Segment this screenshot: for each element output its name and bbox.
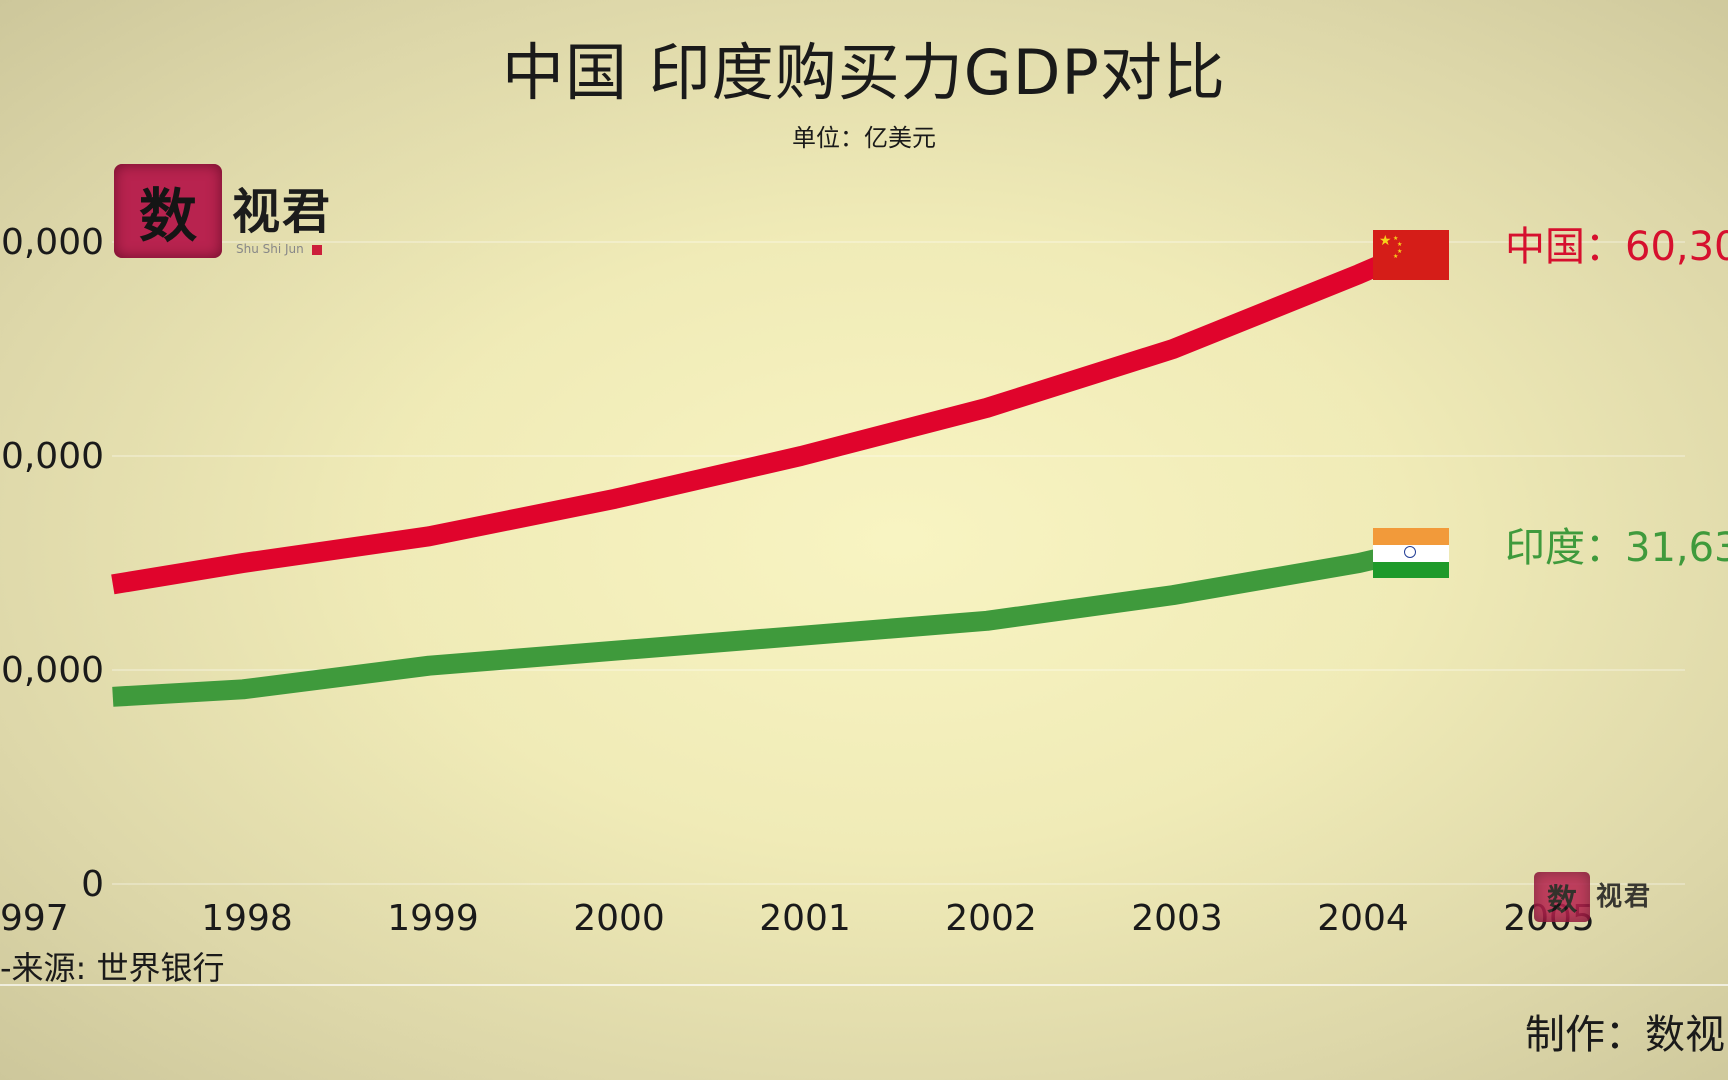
chart-subtitle: 单位：亿美元 [792, 124, 936, 152]
x-tick-label: 997 [0, 898, 69, 939]
brand-logo: 数 视君 Shu Shi Jun [114, 164, 364, 264]
x-tick-label: 2003 [1131, 898, 1223, 939]
x-tick-label: 2004 [1317, 898, 1409, 939]
maker-credit: 制作：数视 [1525, 1012, 1725, 1058]
brand-logo-subtext: Shu Shi Jun [236, 242, 322, 256]
y-tick-label: 0,000 [1, 222, 104, 263]
y-tick-label: 0 [81, 864, 104, 905]
y-tick-label: 0,000 [1, 650, 104, 691]
brand-logo-mark: 数 [114, 164, 222, 258]
x-tick-label: 2002 [945, 898, 1037, 939]
y-tick-label: 0,000 [1, 436, 104, 477]
india-value-label: 印度：31,63 [1505, 525, 1728, 571]
x-tick-label: 1998 [201, 898, 293, 939]
watermark-logo: 数 视君 [1534, 872, 1674, 928]
india-flag-icon [1373, 528, 1449, 578]
footer-divider [0, 984, 1728, 986]
china-series-line [111, 248, 1401, 595]
x-tick-label: 2001 [759, 898, 851, 939]
china-flag-icon: ★ ★ ★ ★ ★ [1373, 230, 1449, 280]
x-tick-label: 2000 [573, 898, 665, 939]
india-series-line [112, 544, 1399, 707]
chart-title: 中国 印度购买力GDP对比 [502, 36, 1226, 109]
watermark-logo-mark: 数 [1534, 872, 1590, 922]
watermark-logo-text: 视君 [1596, 882, 1653, 912]
brand-logo-text: 视君 [232, 184, 333, 240]
data-source: -来源: 世界银行 [0, 949, 225, 987]
x-tick-label: 1999 [387, 898, 479, 939]
china-value-label: 中国：60,30 [1505, 224, 1728, 270]
